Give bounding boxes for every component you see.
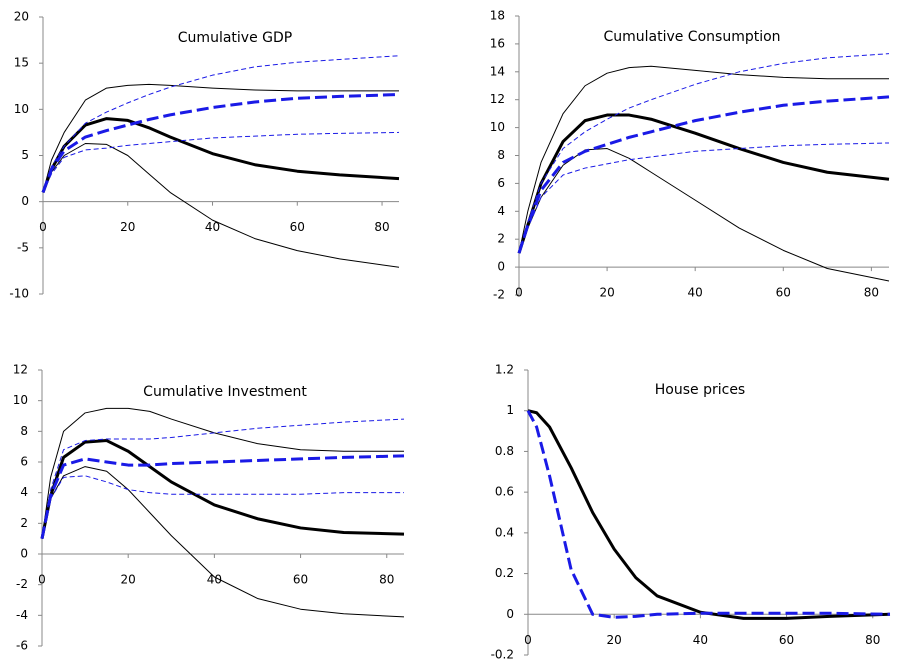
x-tick-label: 40 bbox=[207, 573, 222, 587]
x-tick-label: 0 bbox=[515, 286, 523, 300]
y-tick-label: 0.4 bbox=[495, 525, 514, 539]
series-line bbox=[527, 409, 891, 620]
y-tick-label: 0 bbox=[20, 547, 28, 561]
x-tick-label: 60 bbox=[290, 220, 305, 234]
y-tick-label: 4 bbox=[20, 485, 28, 499]
y-tick-label: -10 bbox=[9, 287, 29, 301]
series-line bbox=[41, 418, 405, 539]
series-line bbox=[41, 93, 400, 193]
y-tick-label: 6 bbox=[497, 176, 505, 190]
series-line bbox=[41, 407, 404, 539]
x-tick-label: 20 bbox=[120, 220, 135, 234]
x-tick-label: 80 bbox=[864, 286, 879, 300]
y-tick-label: 0.2 bbox=[495, 566, 514, 580]
series-line bbox=[42, 131, 400, 193]
series-line bbox=[517, 113, 890, 254]
y-tick-label: 18 bbox=[490, 9, 505, 23]
series-line bbox=[41, 466, 405, 618]
x-tick-label: 20 bbox=[607, 633, 622, 647]
y-tick-label: 10 bbox=[14, 102, 29, 116]
series-line bbox=[41, 117, 400, 193]
y-tick-label: 2 bbox=[497, 232, 505, 246]
series-line bbox=[42, 143, 400, 268]
series-line bbox=[518, 65, 889, 254]
y-tick-label: -0.2 bbox=[491, 648, 514, 662]
y-tick-label: 6 bbox=[20, 455, 28, 469]
y-tick-label: 1 bbox=[506, 403, 514, 417]
y-tick-label: 15 bbox=[14, 56, 29, 70]
x-tick-label: 40 bbox=[205, 220, 220, 234]
x-tick-label: 60 bbox=[293, 573, 308, 587]
y-tick-label: 0 bbox=[506, 607, 514, 621]
series-line bbox=[518, 53, 890, 254]
y-tick-label: 8 bbox=[497, 148, 505, 162]
series-line bbox=[40, 439, 405, 539]
x-tick-label: 40 bbox=[693, 633, 708, 647]
y-tick-label: 5 bbox=[21, 148, 29, 162]
chart-title: Cumulative Consumption bbox=[603, 29, 780, 45]
chart-title: Cumulative Investment bbox=[143, 384, 307, 400]
y-tick-label: 2 bbox=[20, 516, 28, 530]
y-tick-label: 4 bbox=[497, 204, 505, 218]
y-tick-label: -5 bbox=[17, 240, 29, 254]
series-line bbox=[526, 410, 891, 619]
y-tick-label: -2 bbox=[493, 288, 505, 302]
series-line bbox=[42, 83, 399, 193]
y-tick-label: 12 bbox=[490, 92, 505, 106]
chart-title: House prices bbox=[655, 382, 745, 398]
y-tick-label: 20 bbox=[14, 10, 29, 24]
x-tick-label: 0 bbox=[39, 220, 47, 234]
series-line bbox=[42, 55, 400, 193]
y-tick-label: 0 bbox=[21, 194, 29, 208]
y-tick-label: 10 bbox=[13, 393, 28, 407]
y-tick-label: 0.8 bbox=[495, 444, 514, 458]
series-line bbox=[517, 95, 890, 254]
y-tick-label: 0 bbox=[497, 260, 505, 274]
x-tick-label: 60 bbox=[779, 633, 794, 647]
x-tick-label: 0 bbox=[524, 633, 532, 647]
y-tick-label: 14 bbox=[490, 64, 505, 78]
x-tick-label: 20 bbox=[599, 286, 614, 300]
x-tick-label: 80 bbox=[374, 220, 389, 234]
series-line bbox=[518, 142, 890, 254]
series-line bbox=[41, 475, 404, 539]
x-tick-label: 60 bbox=[776, 286, 791, 300]
y-tick-label: 10 bbox=[490, 120, 505, 134]
chart-title: Cumulative GDP bbox=[178, 30, 292, 46]
y-tick-label: 8 bbox=[20, 424, 28, 438]
y-tick-label: 16 bbox=[490, 36, 505, 50]
series-line bbox=[518, 148, 890, 282]
y-tick-label: -2 bbox=[16, 577, 28, 591]
y-tick-label: 1.2 bbox=[495, 363, 514, 377]
x-tick-label: 20 bbox=[121, 573, 136, 587]
y-tick-label: 12 bbox=[13, 363, 28, 377]
series-line bbox=[40, 454, 405, 539]
x-tick-label: 0 bbox=[38, 573, 46, 587]
x-tick-label: 40 bbox=[688, 286, 703, 300]
y-tick-label: -4 bbox=[16, 608, 28, 622]
y-tick-label: 0.6 bbox=[495, 485, 514, 499]
y-tick-label: -6 bbox=[16, 639, 28, 653]
x-tick-label: 80 bbox=[865, 633, 880, 647]
x-tick-label: 80 bbox=[379, 573, 394, 587]
